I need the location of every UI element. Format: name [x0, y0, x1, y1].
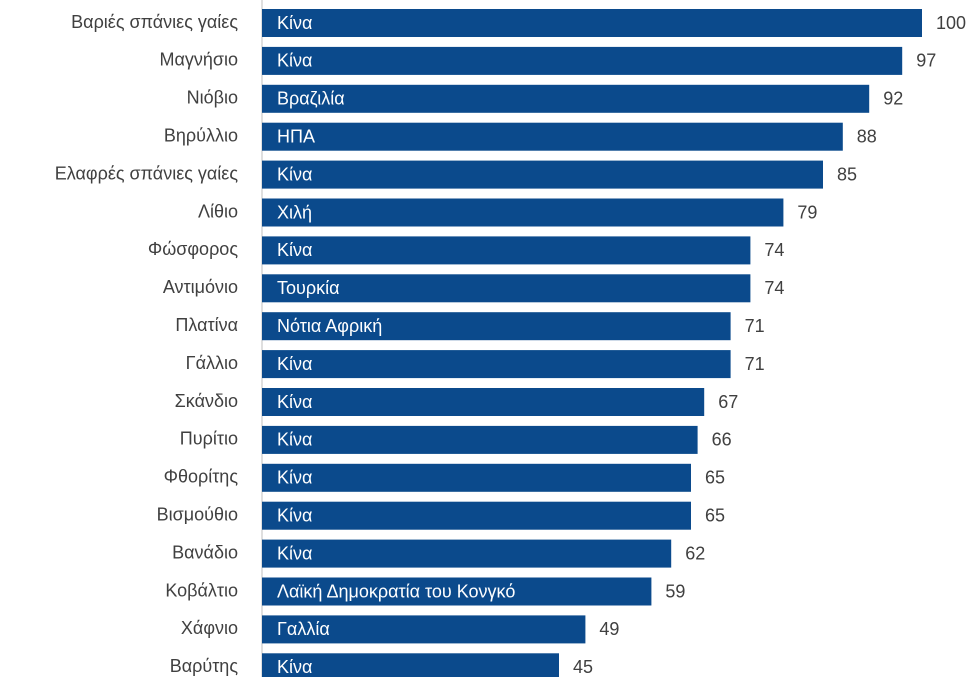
bar [262, 9, 922, 37]
value-label: 62 [685, 543, 705, 563]
category-label: Φώσφορος [148, 239, 238, 259]
category-label: Λίθιο [198, 201, 238, 221]
bar [262, 388, 705, 416]
value-label: 65 [705, 505, 725, 525]
category-label: Σκάνδιο [175, 391, 238, 411]
bar [262, 274, 751, 303]
bar [262, 577, 652, 606]
bar-label: Κίνα [277, 392, 312, 412]
value-label: 67 [718, 392, 738, 412]
bar-label: Γαλλία [277, 619, 330, 639]
bar-label: Νότια Αφρική [277, 316, 382, 336]
value-label: 92 [883, 89, 903, 109]
bar [262, 463, 691, 492]
category-label: Βηρύλλιο [164, 125, 238, 145]
bar [262, 350, 731, 379]
bar-label: Κίνα [277, 51, 312, 71]
bar-label: Κίνα [277, 240, 312, 260]
category-label: Μαγνήσιο [159, 50, 238, 70]
bar-label: Κίνα [277, 468, 312, 488]
value-label: 66 [712, 430, 732, 450]
value-label: 71 [745, 354, 765, 374]
category-label: Πλατίνα [175, 315, 238, 335]
category-label: Πυρίτιο [180, 429, 238, 449]
bar [262, 160, 823, 189]
category-label: Βισμούθιο [157, 504, 238, 524]
bar-label: Κίνα [277, 505, 312, 525]
value-label: 74 [764, 278, 784, 298]
bar-label: Κίνα [277, 430, 312, 450]
bar-label: Κίνα [277, 657, 312, 677]
value-label: 65 [705, 468, 725, 488]
category-label: Χάφνιο [181, 618, 238, 638]
value-label: 45 [573, 657, 593, 677]
bar [262, 615, 586, 644]
value-label: 59 [665, 581, 685, 601]
bar [262, 198, 784, 227]
bar [262, 84, 870, 113]
bar [262, 539, 672, 568]
bar [262, 653, 559, 677]
value-label: 88 [857, 126, 877, 146]
value-label: 85 [837, 164, 857, 184]
bar-label: Χιλή [277, 202, 312, 222]
category-label: Βανάδιο [172, 542, 238, 562]
value-label: 100 [936, 13, 966, 33]
value-label: 71 [745, 316, 765, 336]
category-label: Κοβάλτιο [165, 580, 238, 600]
category-label: Βαρύτης [170, 656, 239, 676]
bar-label: ΗΠΑ [277, 126, 315, 146]
bar [262, 312, 731, 341]
bar [262, 236, 751, 265]
bar-label: Κίνα [277, 543, 312, 563]
value-label: 97 [916, 51, 936, 71]
bar-label: Τουρκία [277, 278, 340, 298]
value-label: 79 [797, 202, 817, 222]
category-label: Νιόβιο [187, 88, 238, 108]
bar-label: Κίνα [277, 354, 312, 374]
bar [262, 122, 843, 151]
bar-label: Κίνα [277, 13, 312, 33]
category-label: Ελαφρές σπάνιες γαίες [55, 163, 239, 183]
bar [262, 46, 903, 75]
bar [262, 425, 698, 454]
value-label: 49 [599, 619, 619, 639]
category-label: Βαριές σπάνιες γαίες [71, 12, 238, 32]
bar-label: Λαϊκή Δημοκρατία του Κονγκό [277, 581, 515, 601]
bar-label: Βραζιλία [277, 89, 345, 109]
category-label: Φθορίτης [164, 467, 239, 487]
value-label: 74 [764, 240, 784, 260]
category-label: Γάλλιο [186, 353, 238, 373]
category-label: Αντιμόνιο [163, 277, 238, 297]
bar [262, 501, 691, 530]
bar-label: Κίνα [277, 164, 312, 184]
